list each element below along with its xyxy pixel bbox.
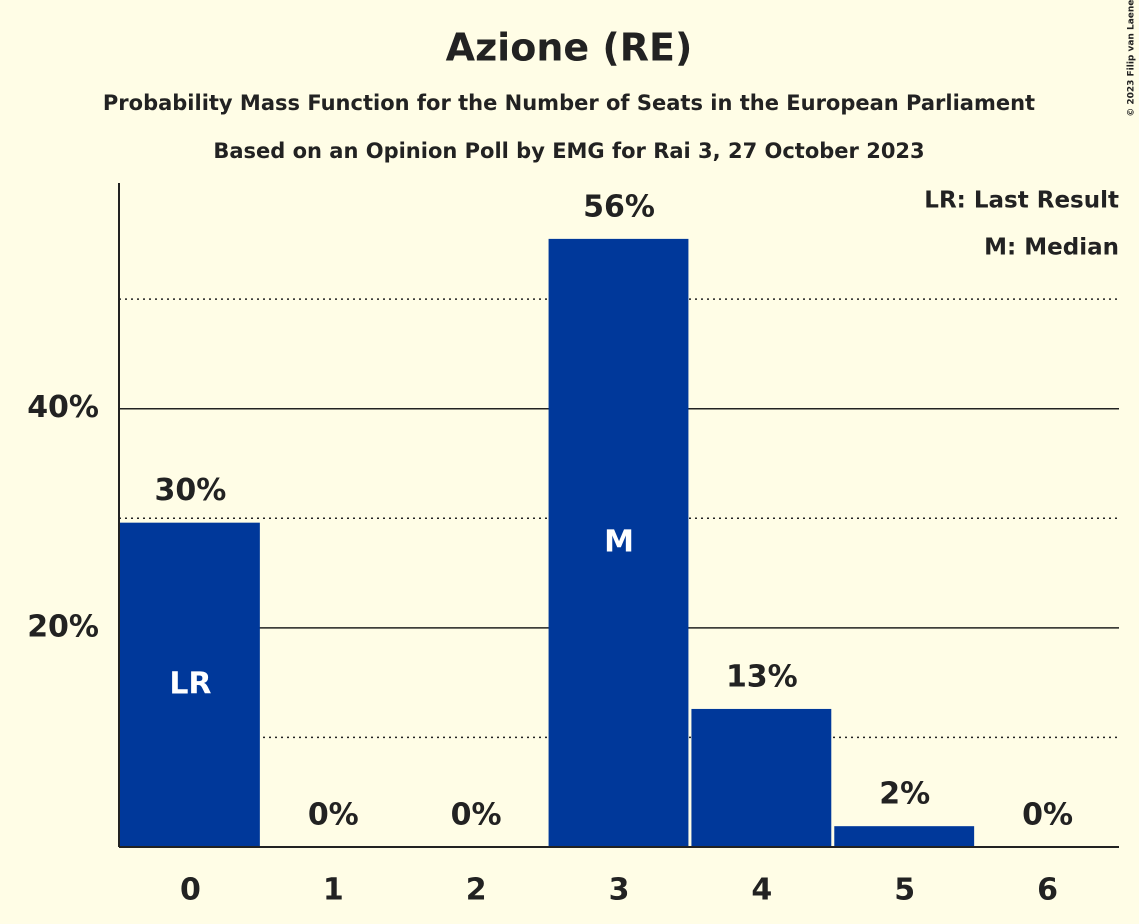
copyright: © 2023 Filip van Laenen (1127, 0, 1137, 117)
x-tick-label: 5 (894, 873, 915, 908)
x-tick-label: 6 (1037, 873, 1058, 908)
x-tick-label: 2 (466, 873, 487, 908)
value-label-background (148, 472, 233, 511)
value-label-background (719, 658, 804, 697)
x-tick-label: 0 (180, 873, 201, 908)
value-label-background (434, 797, 519, 835)
bar (834, 826, 975, 847)
value-label: 2% (879, 777, 930, 812)
chart-title: Azione (RE) (446, 26, 693, 70)
value-label: 30% (155, 473, 227, 508)
legend-entry: LR: Last Result (924, 188, 1119, 214)
bar (691, 708, 832, 847)
bar (120, 522, 260, 847)
x-tick-label: 4 (751, 873, 772, 908)
value-label-background (1005, 797, 1090, 835)
y-tick-label: 40% (27, 390, 99, 425)
legend-entry: M: Median (984, 235, 1119, 261)
value-label: 13% (726, 659, 798, 694)
x-tick-label: 3 (609, 873, 630, 908)
value-label-background (862, 776, 947, 815)
value-label: 0% (451, 798, 502, 833)
value-label: 0% (1022, 798, 1073, 833)
chart-subtitle: Based on an Opinion Poll by EMG for Rai … (213, 139, 924, 163)
chart-subtitle: Probability Mass Function for the Number… (103, 91, 1035, 115)
bar-label: LR (169, 666, 211, 701)
bar-label: M (604, 524, 634, 559)
value-label: 0% (308, 798, 359, 833)
value-label-background (577, 188, 661, 227)
value-label: 56% (583, 189, 655, 224)
value-label-background (291, 797, 376, 835)
bar (548, 238, 689, 847)
x-tick-label: 1 (323, 873, 344, 908)
y-tick-label: 20% (27, 609, 99, 644)
